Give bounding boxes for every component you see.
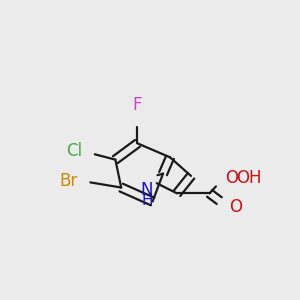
Text: F: F — [133, 96, 142, 114]
Text: Cl: Cl — [66, 142, 82, 160]
Text: OH: OH — [236, 169, 262, 187]
Text: N: N — [140, 181, 153, 199]
Text: O: O — [229, 198, 242, 216]
Text: O: O — [225, 169, 238, 187]
Text: H: H — [141, 194, 152, 208]
Text: Br: Br — [59, 172, 77, 190]
